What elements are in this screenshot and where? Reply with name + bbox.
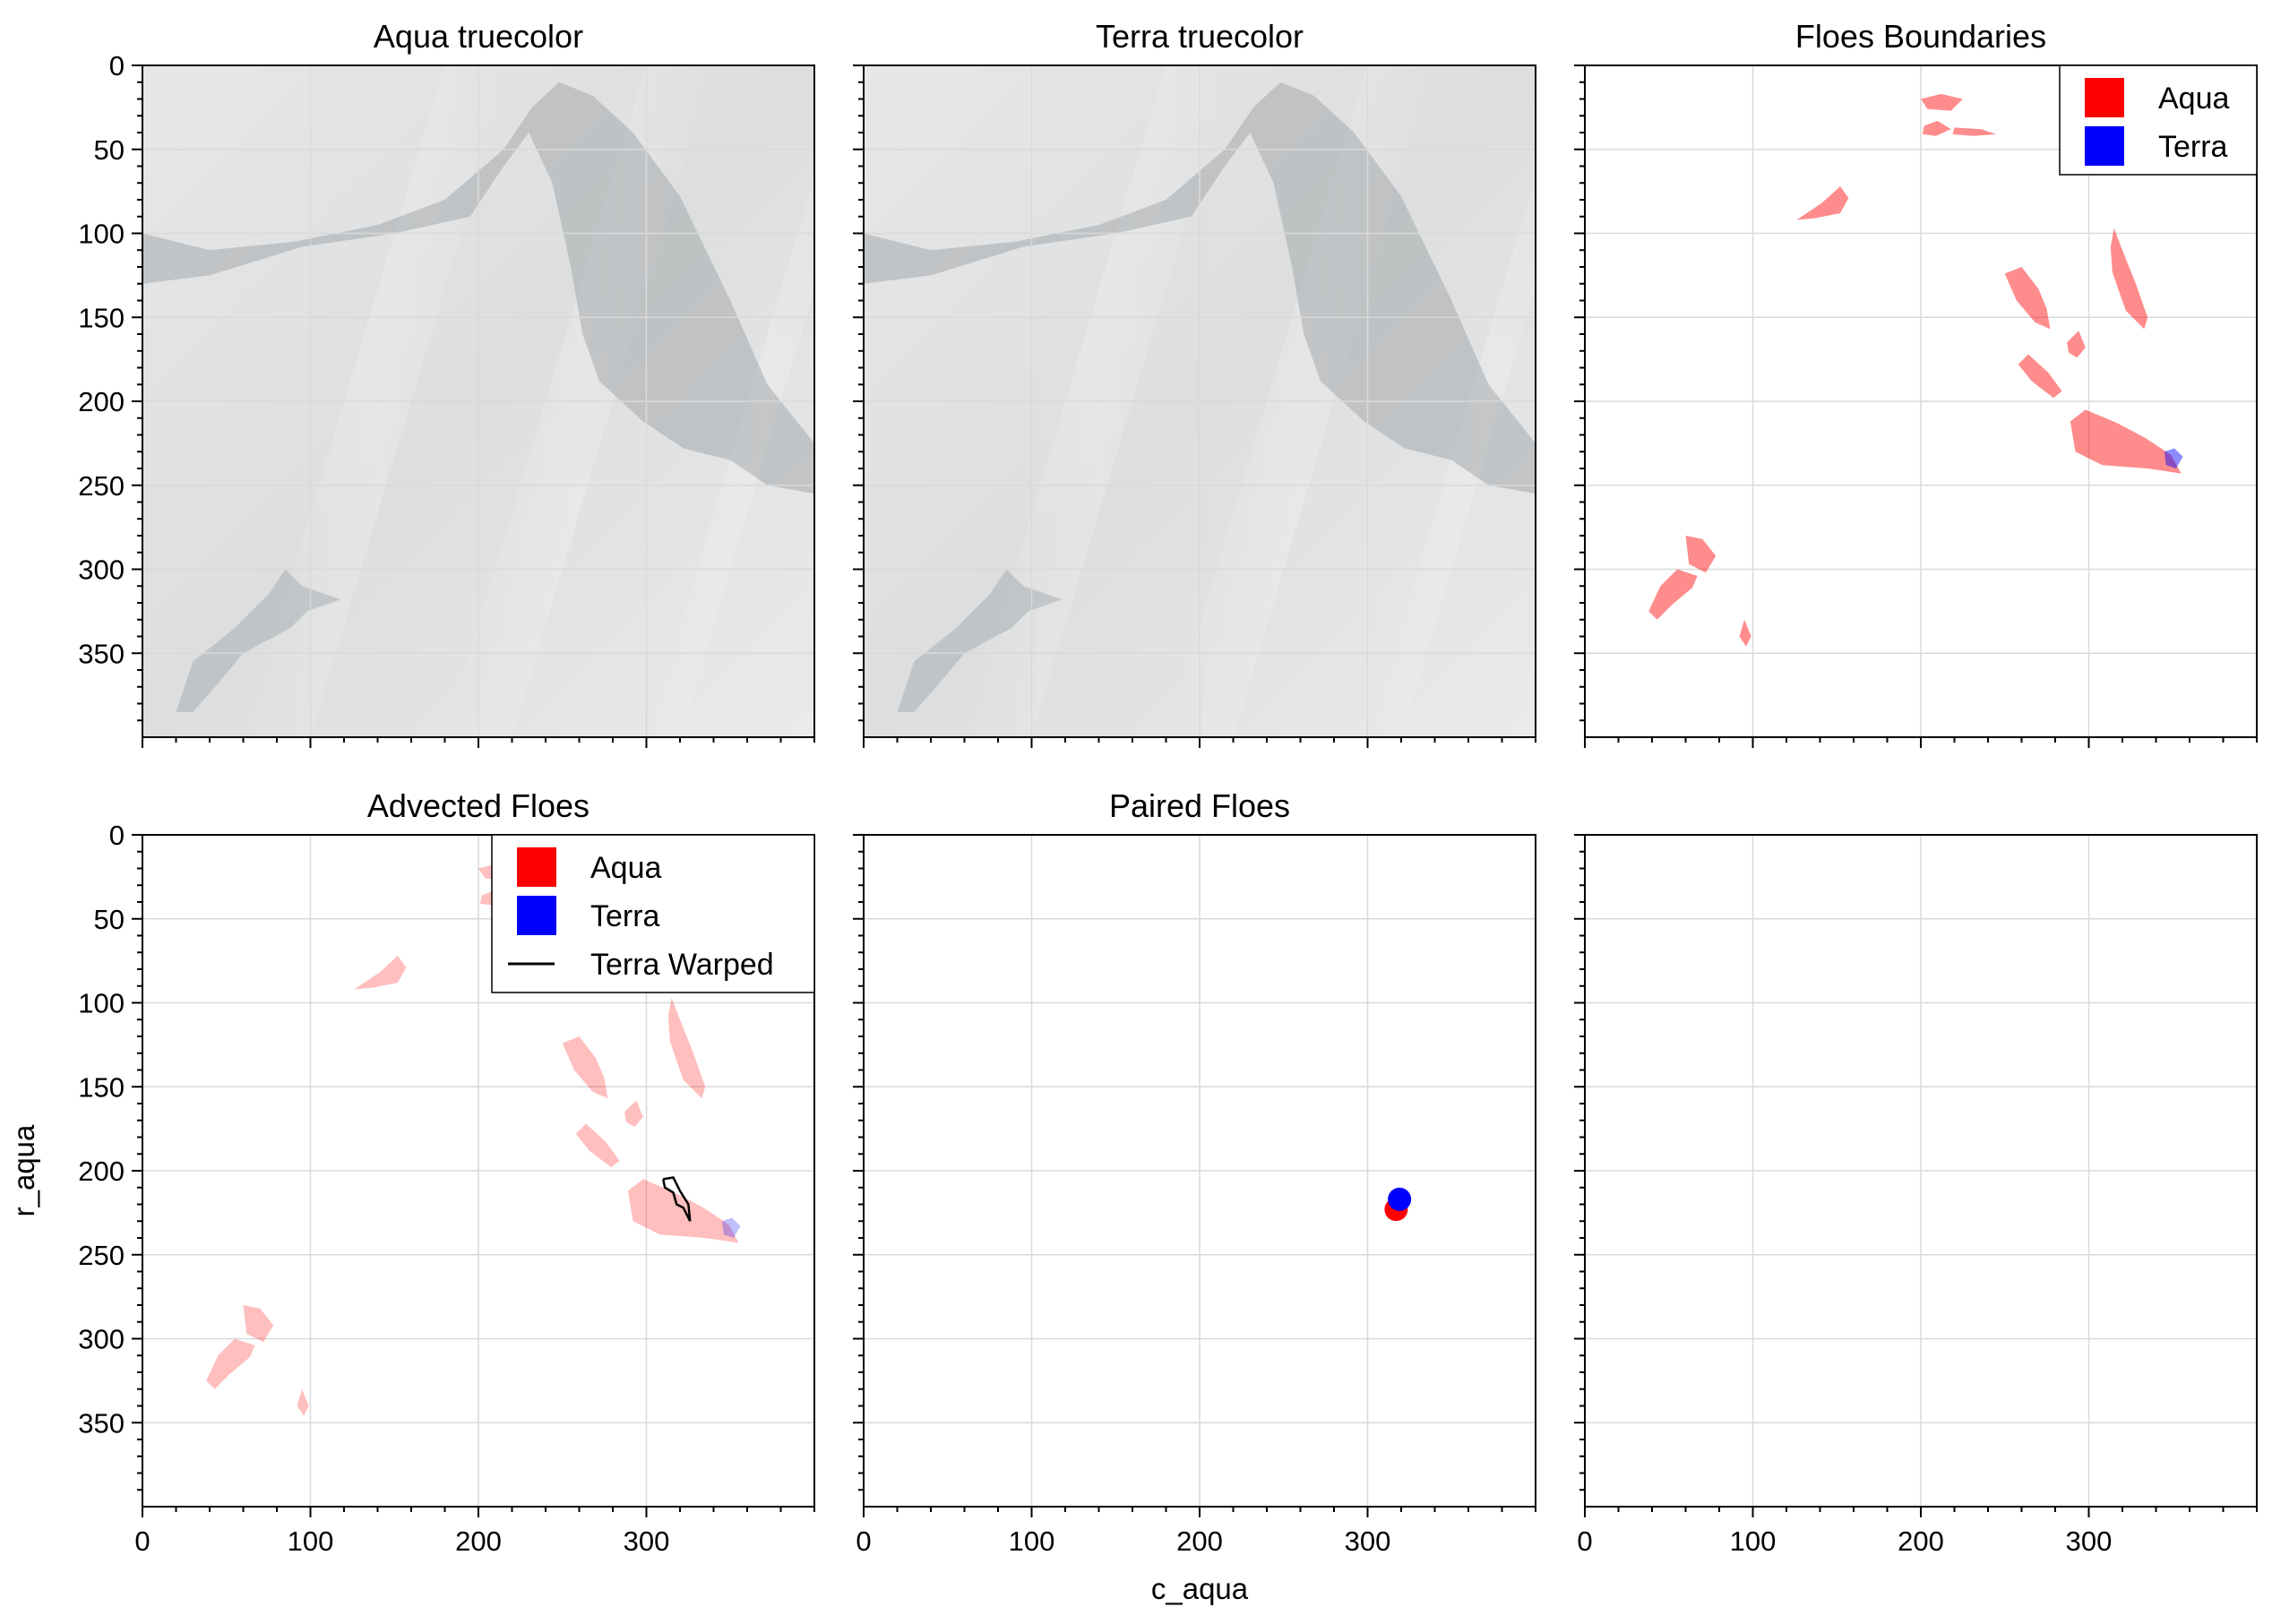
y-tick-label: 300 <box>78 1324 125 1355</box>
x-axis-label: c_aqua <box>1151 1572 1249 1605</box>
x-tick-label: 100 <box>1730 1525 1777 1557</box>
data-floes-boundaries <box>1648 93 2183 647</box>
aqua-floe <box>2004 267 2051 330</box>
ticks-floes-boundaries <box>1574 64 2258 748</box>
aqua-floe <box>1739 619 1751 647</box>
panel-title: Terra truecolor <box>1096 18 1304 55</box>
y-tick-label: 300 <box>78 554 125 586</box>
y-tick-label: 0 <box>109 50 125 82</box>
y-tick-label: 250 <box>78 470 125 502</box>
grid-paired-floes <box>863 834 1536 1507</box>
aqua-floe <box>297 1388 309 1416</box>
grid-layer <box>142 64 2257 1507</box>
y-tick-label: 350 <box>78 1407 125 1439</box>
y-tick-label: 50 <box>94 134 125 166</box>
aqua-floe <box>2070 409 2182 474</box>
ticks-terra-truecolor <box>853 64 1536 748</box>
y-tick-label: 50 <box>94 904 125 935</box>
dark-lead-small <box>176 569 341 712</box>
legend-label: Terra <box>590 899 660 933</box>
x-tick-label: 300 <box>2066 1525 2113 1557</box>
y-tick-label: 250 <box>78 1240 125 1271</box>
x-tick-label: 100 <box>1009 1525 1055 1557</box>
aqua-floe <box>1685 536 1717 573</box>
panel-title: Paired Floes <box>1109 787 1290 824</box>
panel-title: Aqua truecolor <box>374 18 583 55</box>
terra-floe <box>721 1217 741 1238</box>
legend-layer: Aqua Terra Aqua Terra Terra Warped <box>491 64 2258 993</box>
data-layer <box>206 93 2183 1416</box>
aqua-floe <box>627 1179 739 1243</box>
aqua-floe <box>243 1305 274 1343</box>
y-tick-label: 100 <box>78 219 125 250</box>
y-tick-label: 350 <box>78 638 125 669</box>
x-tick-label: 0 <box>856 1525 871 1557</box>
aqua-floe <box>667 997 706 1099</box>
x-tick-label: 200 <box>455 1525 502 1557</box>
legend-swatch-aqua <box>2085 78 2124 117</box>
ticks-aqua-truecolor <box>132 64 815 748</box>
x-tick-label: 200 <box>1898 1525 1944 1557</box>
tick-layer <box>132 64 2258 1517</box>
terra-point <box>1388 1187 1412 1211</box>
aqua-floe <box>354 956 407 990</box>
x-tick-label: 300 <box>624 1525 670 1557</box>
x-tick-label: 0 <box>1577 1525 1592 1557</box>
panel-title: Advected Floes <box>367 787 590 824</box>
legend-swatch-terra <box>2085 126 2124 166</box>
ticks-advected-floes <box>132 834 815 1517</box>
legend-label: Aqua <box>590 851 661 885</box>
y-tick-label: 200 <box>78 386 125 417</box>
data-paired-floes <box>1384 1187 1412 1222</box>
ticks-paired-floes <box>853 834 1536 1517</box>
aqua-floe <box>2067 331 2086 358</box>
y-tick-label: 150 <box>78 302 125 333</box>
legend-label: Aqua <box>2158 82 2229 116</box>
aqua-floe <box>206 1338 255 1389</box>
ticks-empty-panel <box>1574 834 2258 1517</box>
dark-lead-small <box>897 569 1063 712</box>
aqua-floe <box>624 1100 643 1128</box>
y-tick-label: 0 <box>109 820 125 851</box>
aqua-floe <box>1952 127 1997 136</box>
y-axis-label: r_aqua <box>7 1124 40 1216</box>
aqua-floe <box>1922 120 1951 136</box>
terra-floe <box>2164 448 2183 468</box>
aqua-floe <box>562 1036 608 1099</box>
x-tick-label: 0 <box>134 1525 150 1557</box>
text-layer: 0 50 100 150 200 250 300 350 Aqua truecolor Terra… <box>7 18 2112 1605</box>
aqua-floe <box>2018 354 2062 399</box>
legend-advected-floes: Aqua Terra Terra Warped <box>491 834 815 993</box>
y-tick-label: 150 <box>78 1071 125 1103</box>
y-tick-label: 200 <box>78 1156 125 1187</box>
x-tick-label: 200 <box>1176 1525 1223 1557</box>
x-tick-label: 100 <box>288 1525 334 1557</box>
panel-title: Floes Boundaries <box>1795 18 2046 55</box>
grid-empty-panel <box>1584 834 2257 1507</box>
legend-label: Terra Warped <box>590 948 774 982</box>
legend-swatch-terra <box>517 896 556 935</box>
data-advected-floes <box>206 863 741 1416</box>
aqua-floe <box>1921 93 1963 111</box>
legend-floes-boundaries: Aqua Terra <box>2059 64 2258 176</box>
y-tick-label: 100 <box>78 988 125 1019</box>
aqua-floe <box>575 1123 620 1168</box>
terra-warped-outline <box>662 1176 692 1222</box>
legend-swatch-aqua <box>517 847 556 887</box>
legend-label: Terra <box>2158 130 2228 164</box>
aqua-floe <box>2110 228 2148 330</box>
x-tick-label: 300 <box>1345 1525 1391 1557</box>
grid-terra-truecolor <box>863 64 1536 737</box>
aqua-floe <box>1796 186 1849 220</box>
aqua-floe <box>1648 569 1698 620</box>
